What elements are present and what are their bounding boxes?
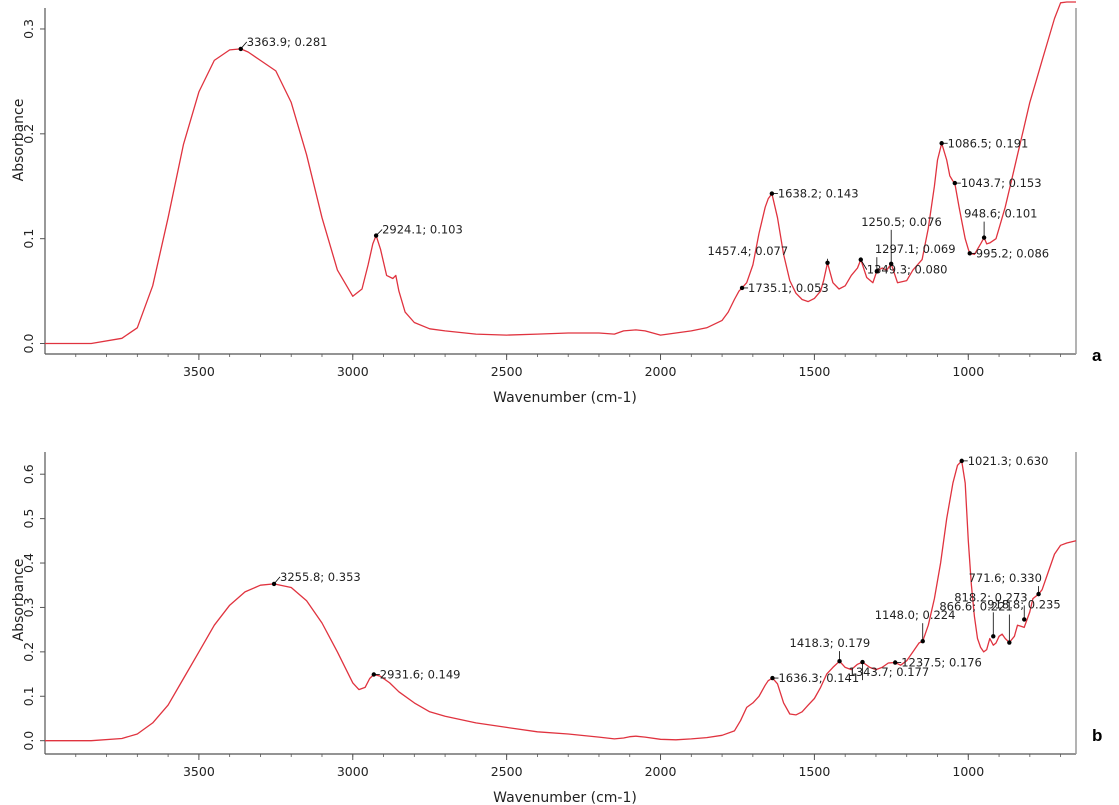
panel-a-peak-leader xyxy=(860,259,868,270)
panel-a-peak-label: 1250.5; 0.076 xyxy=(861,215,942,229)
panel-a-peak-label: 1349.3; 0.080 xyxy=(867,263,948,277)
panel-b-y-axis-label: Absorbance xyxy=(11,559,27,642)
panel-b-x-tick-label: 1000 xyxy=(952,764,984,779)
panel-a-peak-label: 948.6; 0.101 xyxy=(964,207,1037,221)
panel-a-y-tick-label: 0.1 xyxy=(21,229,36,249)
panel-a-peak-leader xyxy=(375,229,383,236)
panel-a-y-axis-label: Absorbance xyxy=(11,99,27,182)
panel-b-x-tick-label: 3000 xyxy=(337,764,369,779)
panel-a-chart: Wavenumber (cm-1) Absorbance a 3500 3000 2… xyxy=(11,1,1102,406)
panel-b-y-tick-label: 0.1 xyxy=(21,686,36,706)
panel-b-x-tick-label: 2000 xyxy=(645,764,677,779)
panel-b-y-tick-label: 0.6 xyxy=(21,464,36,484)
panel-a-peak-label: 1086.5; 0.191 xyxy=(948,136,1029,150)
panel-b-peak-label: 918.8; 0.235 xyxy=(987,597,1060,611)
panel-a-x-tick-label: 3000 xyxy=(337,364,369,379)
panel-b-peak-label: 866.6; 0.221 xyxy=(939,600,1012,614)
panel-a-peak-label: 3363.9; 0.281 xyxy=(247,35,328,49)
panel-a-x-tick-label: 1000 xyxy=(952,364,984,379)
panel-a-x-axis-label: Wavenumber (cm-1) xyxy=(493,390,637,406)
panel-b-y-tick-label: 0.3 xyxy=(21,597,36,617)
panel-a-y-tick-label: 0.0 xyxy=(21,334,36,354)
panel-b-y-tick-label: 0.2 xyxy=(21,642,36,662)
panel-a-peak-label: 1043.7; 0.153 xyxy=(961,176,1042,190)
panel-b-peak-label: 1021.3; 0.630 xyxy=(968,454,1049,468)
panel-b-letter: b xyxy=(1092,726,1102,745)
panel-b-peak-label: 1343.7; 0.177 xyxy=(849,665,930,679)
panel-a-y-tick-label: 0.3 xyxy=(21,19,36,39)
panel-a-letter: a xyxy=(1092,346,1102,365)
panel-b-peak-label: 1418.3; 0.179 xyxy=(790,636,871,650)
panel-b-peak-label: 771.6; 0.330 xyxy=(969,571,1042,585)
panel-a-peak-label: 1735.1; 0.053 xyxy=(748,281,829,295)
panel-b-spectrum-line xyxy=(45,460,1077,742)
panel-a-peak-label: 2924.1; 0.103 xyxy=(382,223,463,237)
panel-a-peak-label: 1457.4; 0.077 xyxy=(708,244,789,258)
panel-b-y-tick-label: 0.4 xyxy=(21,553,36,573)
panel-a-peak-label: 995.2; 0.086 xyxy=(976,246,1049,260)
panel-a-peak-label: 1638.2; 0.143 xyxy=(778,187,859,201)
panel-b-peak-label: 1237.5; 0.176 xyxy=(901,656,982,670)
panel-a-spectrum-line xyxy=(45,1,1076,345)
panel-a-peak-leader xyxy=(240,41,248,50)
panel-b-x-axis-label: Wavenumber (cm-1) xyxy=(493,790,637,805)
panel-b-peak-label: 3255.8; 0.353 xyxy=(280,570,361,584)
panel-b-peak-label: 1636.3; 0.141 xyxy=(778,671,859,685)
panel-b-peak-label: 818.2; 0.273 xyxy=(954,590,1027,604)
panel-a-x-tick-label: 3500 xyxy=(183,364,215,379)
panel-b-chart: Wavenumber (cm-1) Absorbance b 3500 3000 2… xyxy=(11,452,1102,805)
panel-a-peak-label: 1297.1; 0.069 xyxy=(875,242,956,256)
panel-b-x-tick-label: 2500 xyxy=(491,764,523,779)
panel-b-peak-leader xyxy=(273,576,281,585)
panel-b-x-tick-label: 1500 xyxy=(798,764,830,779)
panel-b-peak-label: 1148.0; 0.224 xyxy=(875,608,956,622)
panel-b-peak-label: 2931.6; 0.149 xyxy=(380,668,461,682)
panel-a-x-tick-label: 1500 xyxy=(798,364,830,379)
panel-b-y-tick-label: 0.5 xyxy=(21,509,36,529)
panel-b-x-tick-label: 3500 xyxy=(183,764,215,779)
panel-a-x-tick-label: 2000 xyxy=(645,364,677,379)
panel-b-y-tick-label: 0.0 xyxy=(21,731,36,751)
panel-a-x-tick-label: 2500 xyxy=(491,364,523,379)
panel-a-y-tick-label: 0.2 xyxy=(21,124,36,144)
